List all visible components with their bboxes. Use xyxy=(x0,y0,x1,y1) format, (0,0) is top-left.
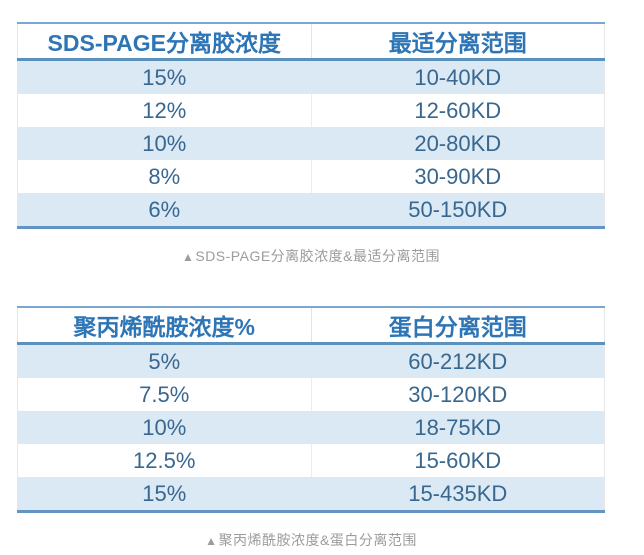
table-row: 6% 50-150KD xyxy=(17,193,605,228)
polyacrylamide-table: 聚丙烯酰胺浓度% 蛋白分离范围 5% 60-212KD 7.5% 30-120K… xyxy=(17,306,605,513)
sds-page-table: SDS-PAGE分离胶浓度 最适分离范围 15% 10-40KD 12% 12-… xyxy=(17,22,605,229)
cell-concentration: 12% xyxy=(17,94,312,127)
sds-page-table-section: SDS-PAGE分离胶浓度 最适分离范围 15% 10-40KD 12% 12-… xyxy=(17,22,644,266)
table-row: 15% 15-435KD xyxy=(17,477,605,512)
cell-range: 15-60KD xyxy=(414,447,502,473)
cell-concentration: 15% xyxy=(142,480,187,506)
cell-concentration: 6% xyxy=(148,196,181,222)
table-row: 10% 18-75KD xyxy=(17,411,605,444)
table-row: 8% 30-90KD xyxy=(17,160,605,193)
cell-concentration: 10% xyxy=(142,414,187,440)
cell-range: 20-80KD xyxy=(414,130,502,156)
polyacrylamide-table-section: 聚丙烯酰胺浓度% 蛋白分离范围 5% 60-212KD 7.5% 30-120K… xyxy=(17,306,644,550)
cell-range: 15-435KD xyxy=(408,480,508,506)
triangle-icon: ▲ xyxy=(205,534,218,548)
caption-text: 聚丙烯酰胺浓度&蛋白分离范围 xyxy=(218,532,417,548)
cell-range: 18-75KD xyxy=(414,414,502,440)
table-row: 10% 20-80KD xyxy=(17,127,605,160)
table-row: 5% 60-212KD xyxy=(17,343,605,378)
cell-range: 12-60KD xyxy=(414,97,502,123)
table-header-row: SDS-PAGE分离胶浓度 最适分离范围 xyxy=(17,23,605,61)
table-caption: ▲聚丙烯酰胺浓度&蛋白分离范围 xyxy=(17,530,605,550)
cell-concentration: 7.5% xyxy=(17,378,312,411)
cell-concentration: 8% xyxy=(17,160,312,193)
cell-range: 50-150KD xyxy=(408,196,508,222)
table-row: 12% 12-60KD xyxy=(17,94,605,127)
column-header-polyacrylamide-concentration: 聚丙烯酰胺浓度% xyxy=(17,307,312,345)
column-header-gel-concentration: SDS-PAGE分离胶浓度 xyxy=(17,23,312,61)
cell-range: 30-120KD xyxy=(408,381,508,407)
cell-concentration: 15% xyxy=(142,64,187,90)
cell-range: 10-40KD xyxy=(414,64,502,90)
cell-range: 30-90KD xyxy=(414,163,502,189)
table-row: 15% 10-40KD xyxy=(17,59,605,94)
column-header-optimal-range: 最适分离范围 xyxy=(311,23,605,61)
caption-text: SDS-PAGE分离胶浓度&最适分离范围 xyxy=(195,248,441,264)
table-row: 7.5% 30-120KD xyxy=(17,378,605,411)
table-row: 12.5% 15-60KD xyxy=(17,444,605,477)
table-caption: ▲SDS-PAGE分离胶浓度&最适分离范围 xyxy=(17,246,605,266)
table-header-row: 聚丙烯酰胺浓度% 蛋白分离范围 xyxy=(17,307,605,345)
cell-concentration: 10% xyxy=(142,130,187,156)
cell-concentration: 12.5% xyxy=(17,444,312,477)
cell-concentration: 5% xyxy=(148,348,181,374)
cell-range: 60-212KD xyxy=(408,348,508,374)
column-header-protein-range: 蛋白分离范围 xyxy=(311,307,605,345)
triangle-icon: ▲ xyxy=(181,250,195,264)
